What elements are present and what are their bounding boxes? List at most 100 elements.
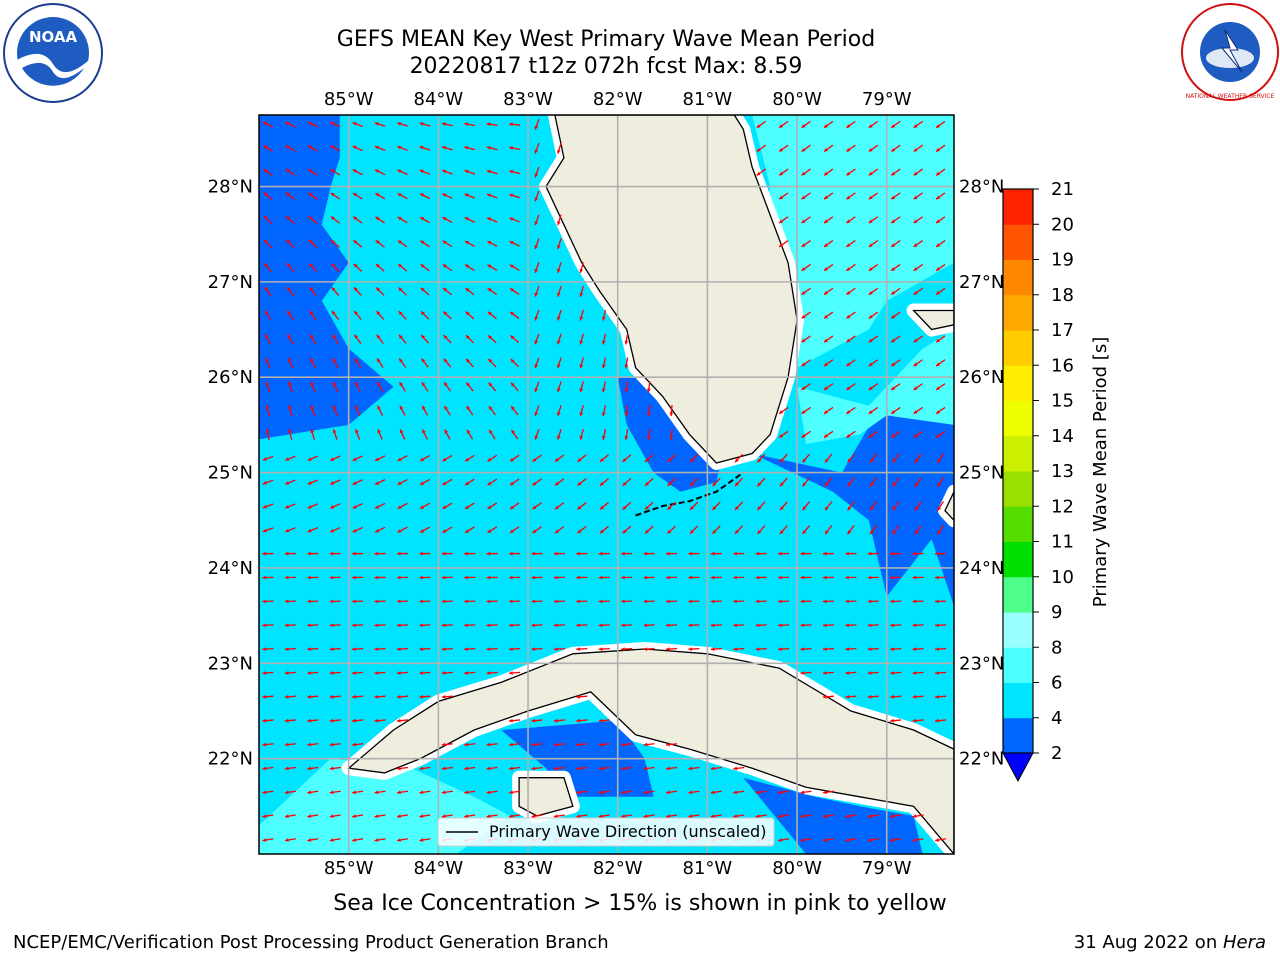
wave-direction-arrow <box>443 358 452 368</box>
wave-direction-arrow <box>464 526 475 534</box>
wave-direction-arrow <box>890 718 902 723</box>
wave-direction-arrow <box>599 501 609 510</box>
wave-direction-arrow <box>330 263 340 272</box>
wave-direction-arrow <box>868 406 879 415</box>
wave-direction-arrow <box>397 263 408 272</box>
wave-direction-arrow <box>643 814 655 819</box>
wave-direction-arrow <box>935 120 946 129</box>
wave-direction-arrow <box>487 287 498 296</box>
wave-direction-arrow <box>867 551 879 556</box>
wave-direction-arrow <box>285 503 296 509</box>
wave-direction-arrow <box>464 814 476 819</box>
wave-direction-arrow <box>352 479 363 486</box>
wave-direction-arrow <box>890 383 901 391</box>
wave-direction-arrow <box>689 501 699 511</box>
wave-direction-arrow <box>419 169 431 175</box>
wave-direction-arrow <box>487 264 498 271</box>
wave-direction-arrow <box>307 168 318 176</box>
wave-direction-arrow <box>868 144 879 153</box>
colorbar-segment <box>1003 400 1033 437</box>
wave-direction-arrow <box>643 647 655 652</box>
wave-direction-arrow <box>509 146 521 151</box>
wave-direction-arrow <box>262 527 274 533</box>
wave-direction-arrow <box>576 694 588 699</box>
wave-direction-arrow <box>262 623 274 628</box>
wave-direction-arrow <box>935 263 946 272</box>
colorbar-segment <box>1003 647 1033 683</box>
wave-direction-arrow <box>396 671 409 675</box>
wave-direction-arrow <box>734 525 744 535</box>
wave-direction-arrow <box>579 285 584 297</box>
wave-direction-arrow <box>509 193 521 199</box>
wave-direction-arrow <box>913 287 924 296</box>
wave-direction-arrow <box>486 742 498 747</box>
wave-direction-arrow <box>845 120 856 129</box>
wave-direction-arrow <box>845 168 856 176</box>
wave-direction-arrow <box>307 647 319 652</box>
wave-direction-arrow <box>598 718 610 723</box>
wave-direction-arrow <box>355 429 361 440</box>
colorbar-segment <box>1003 541 1033 578</box>
wave-direction-arrow <box>556 428 562 440</box>
wave-direction-arrow <box>890 430 901 439</box>
wave-direction-arrow <box>421 358 429 368</box>
wave-direction-arrow <box>553 575 565 580</box>
wave-direction-arrow <box>374 455 386 462</box>
wave-direction-arrow <box>733 551 745 556</box>
wave-direction-arrow <box>534 357 540 369</box>
wave-direction-arrow <box>465 311 475 320</box>
lon-label-bottom: 81°W <box>683 858 733 879</box>
wave-direction-arrow <box>869 453 878 464</box>
wave-direction-arrow <box>534 286 540 297</box>
wave-direction-arrow <box>935 216 946 224</box>
wave-direction-arrow <box>778 120 789 129</box>
wave-direction-arrow <box>307 790 319 795</box>
wave-direction-arrow <box>442 454 453 462</box>
wave-direction-arrow <box>307 718 319 723</box>
wave-direction-arrow <box>553 551 565 556</box>
wave-direction-arrow <box>935 144 946 153</box>
wave-direction-arrow <box>892 477 900 488</box>
wave-direction-arrow <box>867 838 879 842</box>
wave-direction-arrow <box>598 647 610 652</box>
wave-direction-arrow <box>509 287 520 295</box>
wave-direction-arrow <box>937 524 945 535</box>
wave-direction-arrow <box>309 357 316 369</box>
wave-direction-arrow <box>579 309 584 321</box>
wave-direction-arrow <box>801 263 811 272</box>
wave-direction-arrow <box>399 381 406 392</box>
wave-direction-arrow <box>913 216 924 224</box>
wave-direction-arrow <box>710 766 722 771</box>
wave-direction-arrow <box>352 239 363 248</box>
wave-direction-arrow <box>309 310 317 321</box>
lat-label-left: 26°N <box>208 367 253 388</box>
wave-direction-arrow <box>823 406 834 415</box>
wave-direction-arrow <box>486 146 498 151</box>
lon-label-top: 80°W <box>772 89 822 110</box>
wave-direction-arrow <box>644 477 654 487</box>
wave-direction-arrow <box>419 575 431 580</box>
wave-direction-arrow <box>755 551 767 556</box>
wave-direction-arrow <box>847 477 855 487</box>
wave-direction-arrow <box>488 429 496 440</box>
wave-direction-arrow <box>801 168 811 176</box>
lon-label-top: 81°W <box>683 89 733 110</box>
wave-direction-arrow <box>286 286 295 297</box>
wave-direction-arrow <box>264 333 272 345</box>
wave-direction-arrow <box>935 406 946 415</box>
wave-direction-arrow <box>397 239 408 248</box>
wave-direction-arrow <box>444 429 451 440</box>
wave-direction-arrow <box>643 551 655 556</box>
wave-direction-arrow <box>913 430 924 439</box>
wave-direction-arrow <box>756 144 767 153</box>
wave-direction-arrow <box>621 551 633 556</box>
wave-direction-arrow <box>396 623 409 628</box>
wave-direction-arrow <box>801 144 811 153</box>
wave-direction-arrow <box>441 671 453 675</box>
wave-direction-arrow <box>486 122 498 127</box>
wave-direction-arrow <box>868 120 879 129</box>
wave-direction-arrow <box>576 766 588 771</box>
wave-direction-arrow <box>598 814 610 819</box>
lat-label-right: 26°N <box>959 367 1004 388</box>
wave-direction-arrow <box>487 454 498 462</box>
